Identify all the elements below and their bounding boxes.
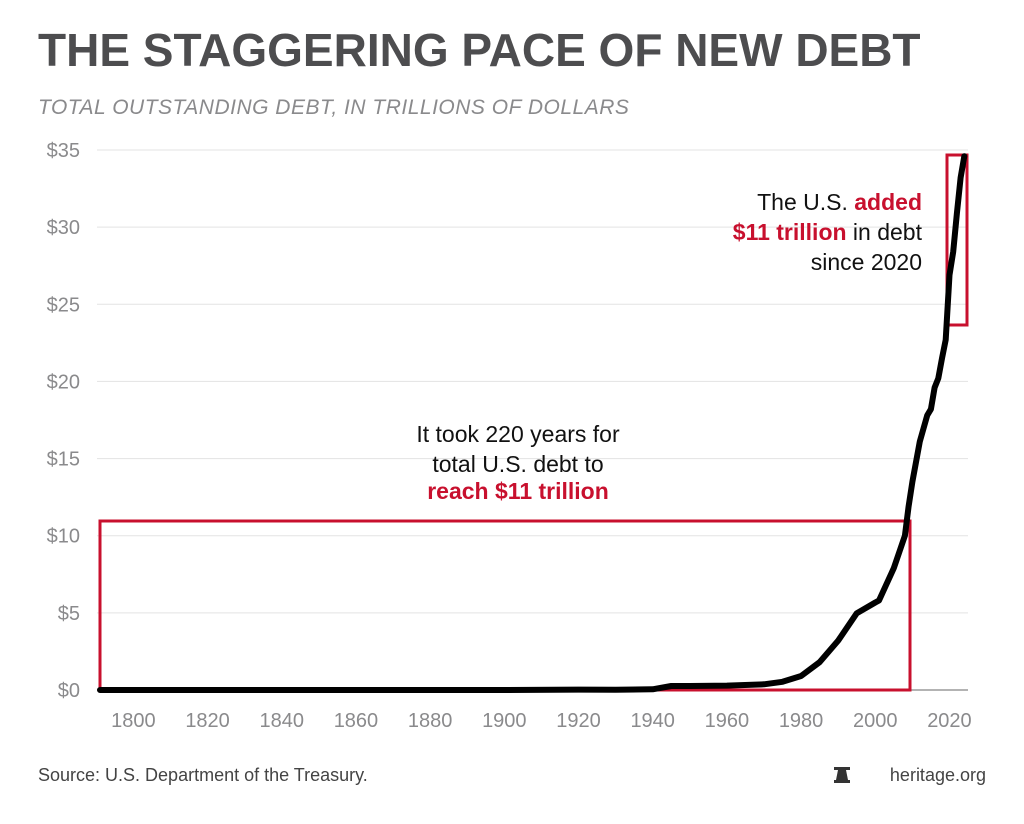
x-tick-label: 1980 (779, 710, 824, 732)
y-tick-label: $30 (47, 217, 80, 239)
annotation: total U.S. debt to (432, 451, 603, 477)
annotation-text: since 2020 (811, 249, 922, 275)
annotation: since 2020 (811, 249, 922, 275)
annotation-text: total U.S. debt to (432, 451, 603, 477)
annotation-text: $11 trillion (733, 219, 847, 245)
annotation-text: The U.S. (757, 189, 854, 215)
y-tick-label: $20 (47, 371, 80, 393)
x-tick-label: 1960 (705, 710, 750, 732)
y-tick-label: $0 (58, 680, 80, 702)
y-tick-label: $35 (47, 140, 80, 162)
x-tick-label: 2000 (853, 710, 898, 732)
annotation-text: added (854, 189, 922, 215)
annotation: $11 trillion in debt (733, 219, 923, 245)
x-tick-label: 1840 (260, 710, 305, 732)
highlight-box (945, 153, 969, 327)
x-tick-label: 1820 (185, 710, 230, 732)
chart-title: THE STAGGERING PACE OF NEW DEBT (38, 24, 921, 76)
x-tick-label: 1920 (556, 710, 601, 732)
x-tick-label: 1880 (408, 710, 453, 732)
x-tick-label: 2020 (927, 710, 972, 732)
x-tick-label: 1860 (334, 710, 379, 732)
annotation: The U.S. added (757, 189, 922, 215)
y-tick-label: $10 (47, 526, 80, 548)
data-line (97, 153, 968, 693)
annotation-text: reach $11 trillion (427, 478, 609, 504)
y-tick-label: $5 (58, 603, 80, 625)
x-tick-label: 1900 (482, 710, 527, 732)
highlight-box (98, 519, 912, 692)
annotation-text: It took 220 years for (416, 421, 620, 447)
x-tick-label: 1800 (111, 710, 156, 732)
source: Source: U.S. Department of the Treasury. (38, 765, 368, 785)
chart-subtitle: TOTAL OUTSTANDING DEBT, IN TRILLIONS OF … (38, 96, 629, 119)
y-tick-label: $25 (47, 294, 80, 316)
annotation: It took 220 years for (416, 421, 620, 447)
x-tick-label: 1940 (630, 710, 675, 732)
annotation-text: in debt (847, 219, 923, 245)
annotation: reach $11 trillion (427, 478, 609, 504)
credit: heritage.org (890, 765, 986, 785)
bell-icon (834, 767, 850, 783)
y-tick-label: $15 (47, 449, 80, 471)
